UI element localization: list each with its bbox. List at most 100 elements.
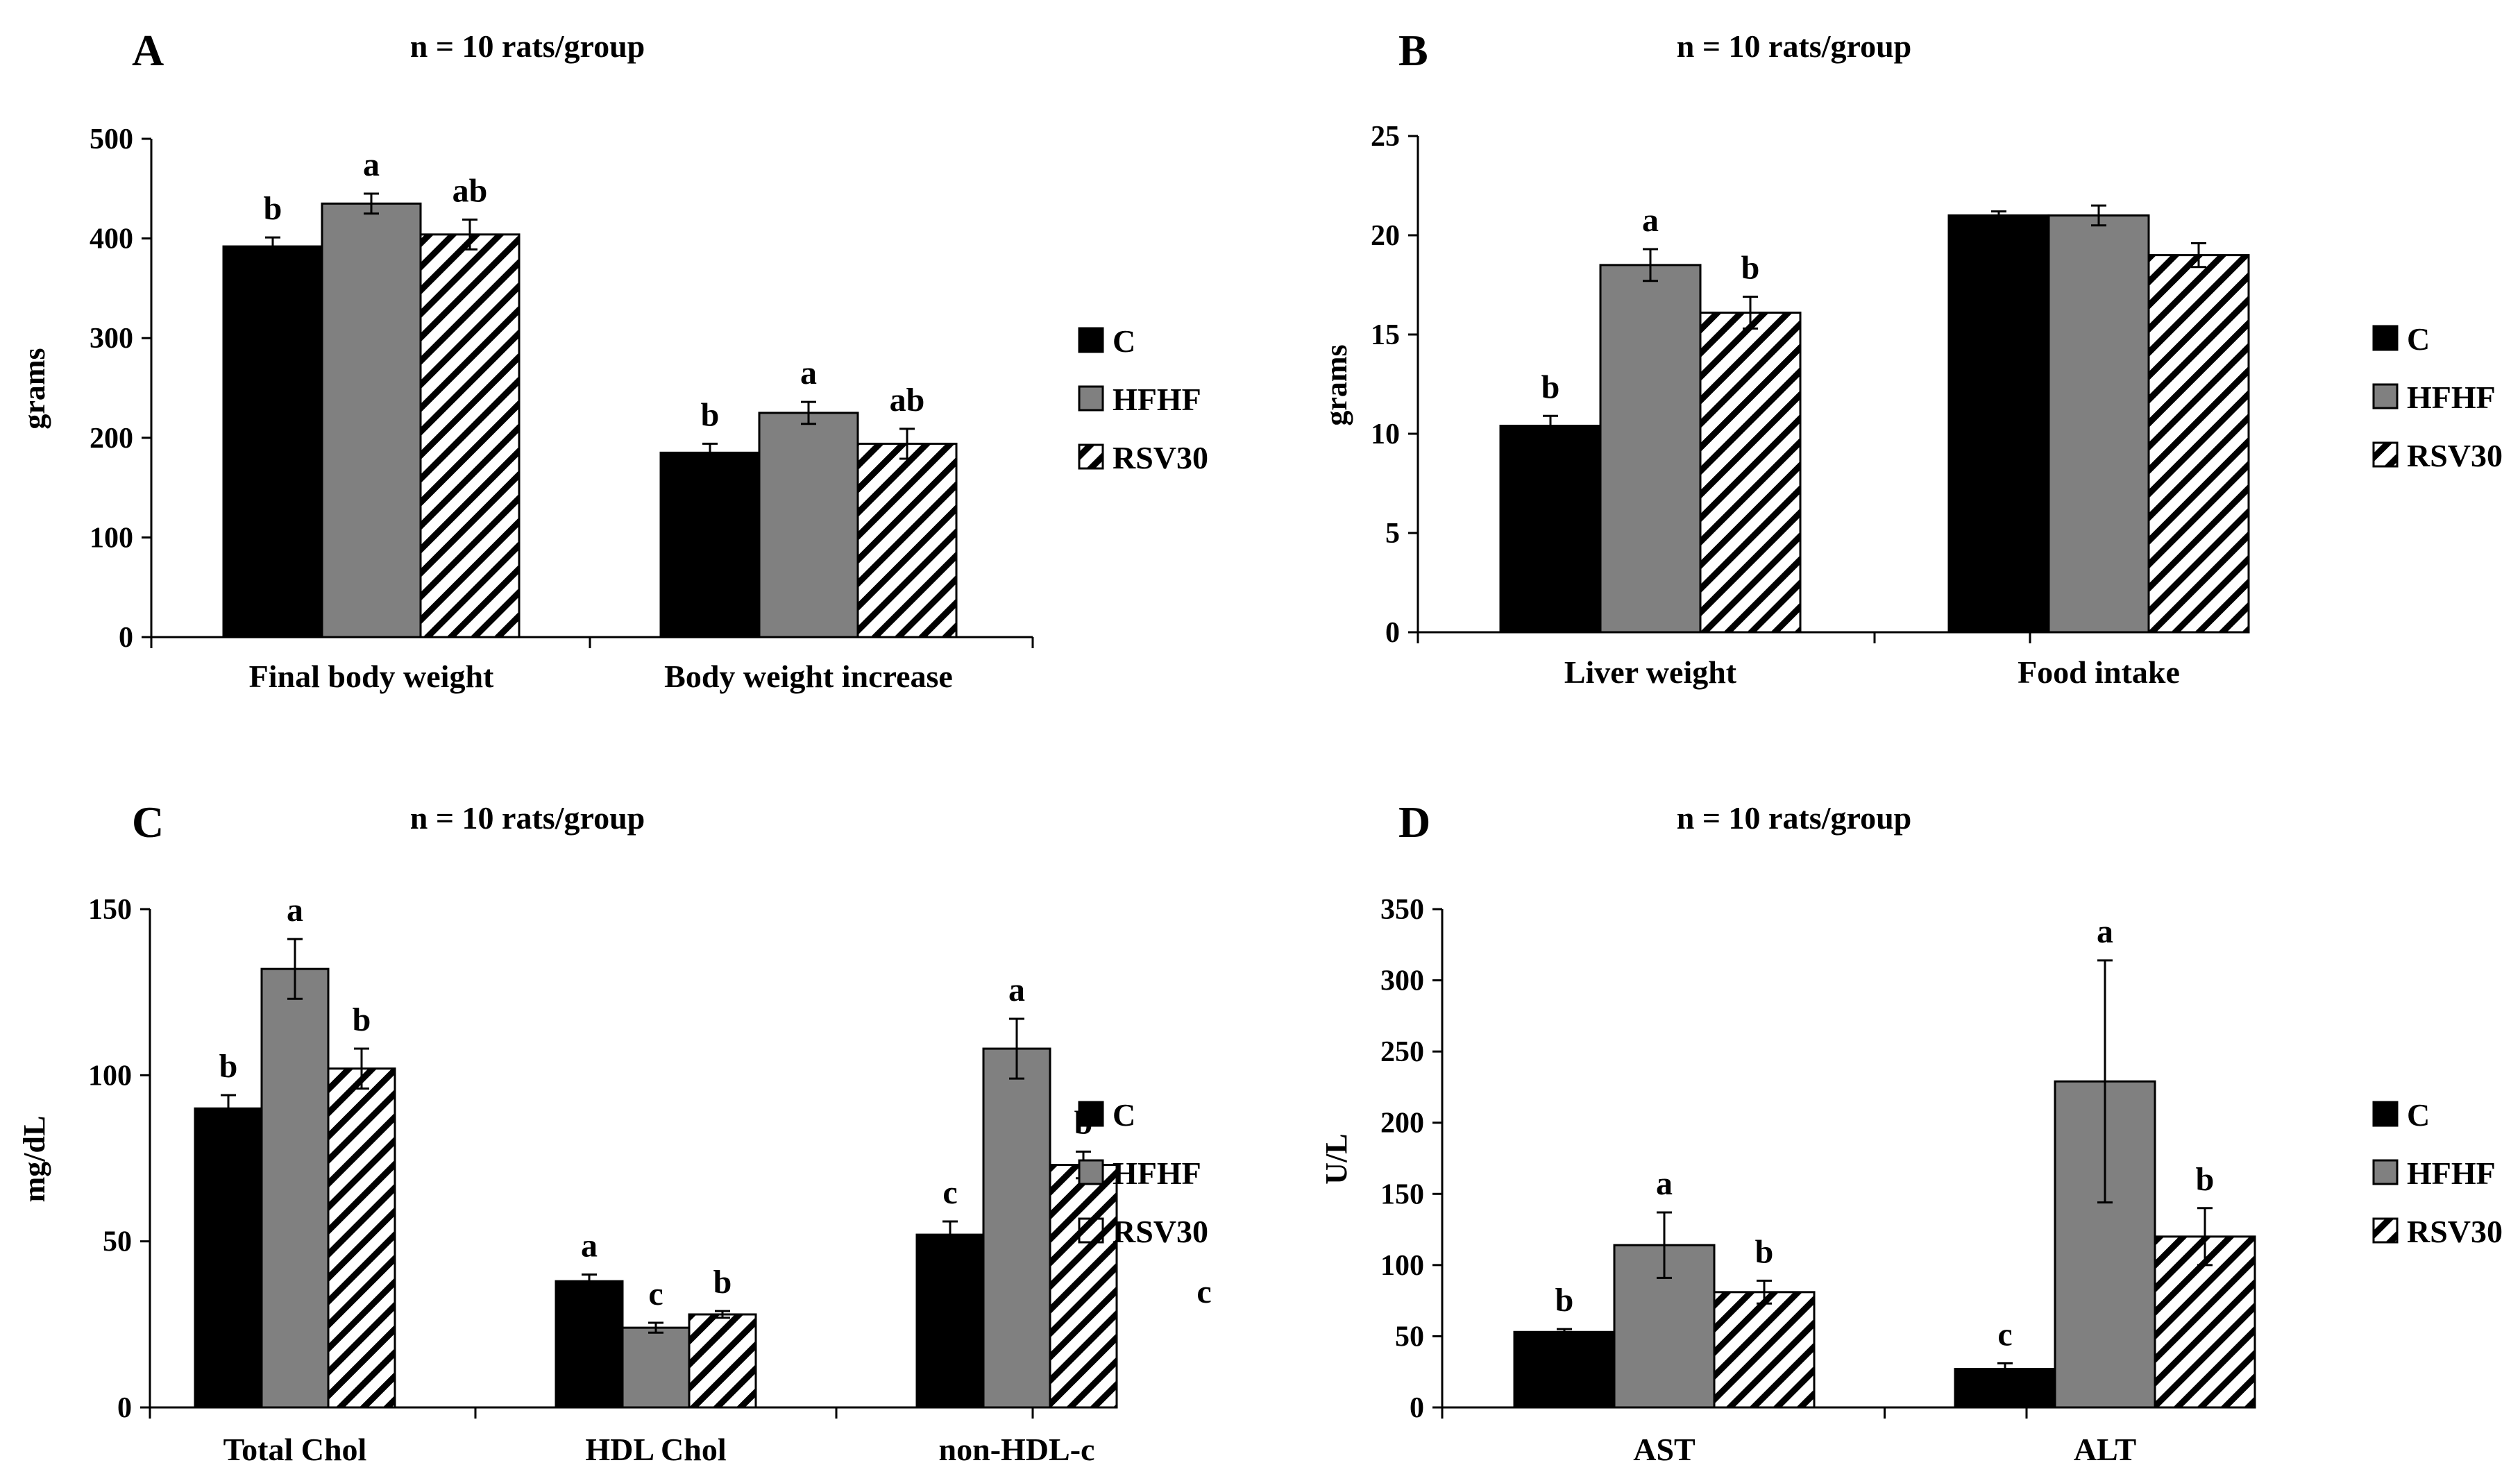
panel-letter: C (132, 797, 164, 847)
bar-c-2 (1954, 1368, 2056, 1409)
chart-title: n = 10 rats/group (1677, 800, 1911, 836)
y-tick-label: 25 (1371, 121, 1400, 153)
y-tick-label: 350 (1380, 894, 1424, 926)
y-tick-label: 200 (90, 423, 133, 455)
significance-label: a (800, 355, 817, 391)
legend-swatch-c (1078, 327, 1104, 353)
significance-label: b (713, 1264, 732, 1301)
significance-label: b (1755, 1233, 1774, 1270)
bar-rsv30-2 (2147, 254, 2250, 634)
y-tick-label: 50 (1395, 1321, 1424, 1353)
y-tick-label: 500 (90, 124, 133, 155)
y-axis-label: U/L (1319, 1133, 1353, 1184)
y-tick-label: 150 (88, 894, 132, 926)
legend-label-hfhf: HFHF (2407, 1156, 2496, 1191)
legend-swatch-rsv30 (1078, 1217, 1104, 1244)
bar-c-3 (915, 1233, 985, 1409)
y-tick-label: 300 (90, 323, 133, 355)
legend-label-c: C (2407, 1097, 2430, 1133)
legend-swatch-hfhf (1078, 1159, 1104, 1185)
significance-label: ab (890, 382, 925, 418)
legend-label-hfhf: HFHF (1113, 1156, 1201, 1191)
legend-label-rsv30: RSV30 (1113, 440, 1208, 475)
x-category-label: Body weight increase (664, 659, 953, 694)
x-category-label: Total Chol (223, 1432, 367, 1467)
panel-letter: A (132, 26, 164, 75)
significance-label: b (219, 1048, 238, 1085)
bar-hfhf-3 (982, 1047, 1051, 1409)
stray-significance-label: c (1196, 1273, 1211, 1310)
chart-title: n = 10 rats/group (410, 28, 645, 64)
x-category-label: HDL Chol (585, 1432, 726, 1467)
y-axis-label: mg/dL (17, 1116, 51, 1203)
x-category-label: Food intake (2018, 654, 2180, 690)
legend-label-hfhf: HFHF (2407, 380, 2496, 415)
legend-label-hfhf: HFHF (1113, 382, 1201, 417)
legend-swatch-rsv30 (1078, 443, 1104, 470)
significance-label: a (1656, 1165, 1673, 1202)
significance-label: a (2097, 913, 2113, 950)
significance-label: a (287, 892, 303, 929)
bar-rsv30-1 (327, 1067, 396, 1409)
legend-swatch-c (1078, 1101, 1104, 1127)
bar-rsv30-3 (1049, 1164, 1118, 1409)
bar-c-2 (1947, 214, 2050, 634)
bar-hfhf-1 (1599, 264, 1702, 634)
significance-label: b (1741, 250, 1760, 287)
significance-label: b (1541, 369, 1560, 405)
significance-label: b (1555, 1282, 1574, 1319)
chart-title: n = 10 rats/group (1677, 28, 1911, 64)
y-tick-label: 200 (1380, 1108, 1424, 1140)
significance-label: c (942, 1174, 957, 1211)
legend-label-rsv30: RSV30 (1113, 1214, 1208, 1249)
legend-swatch-hfhf (2372, 383, 2399, 409)
x-category-label: Final body weight (249, 659, 494, 694)
panel-letter: B (1398, 26, 1428, 75)
significance-label: b (2196, 1161, 2215, 1198)
y-tick-label: 300 (1380, 965, 1424, 997)
legend-swatch-hfhf (2372, 1159, 2399, 1185)
panel-letter: D (1398, 797, 1430, 847)
x-category-label: ALT (2074, 1432, 2136, 1467)
legend-label-rsv30: RSV30 (2407, 1214, 2503, 1249)
chart-title: n = 10 rats/group (410, 800, 645, 836)
bar-hfhf-1 (321, 202, 422, 638)
legend-label-c: C (1113, 323, 1135, 359)
legend-swatch-c (2372, 1101, 2399, 1127)
bar-hfhf-1 (260, 967, 330, 1409)
bar-c-2 (555, 1280, 624, 1409)
y-tick-label: 150 (1380, 1178, 1424, 1210)
y-axis-label: grams (1319, 344, 1353, 425)
bar-rsv30-2 (856, 442, 958, 638)
y-tick-label: 0 (119, 622, 133, 654)
y-tick-label: 10 (1371, 418, 1400, 450)
bar-c-2 (659, 451, 761, 638)
legend-label-rsv30: RSV30 (2407, 438, 2503, 473)
significance-label: a (581, 1228, 598, 1264)
bar-rsv30-1 (1699, 312, 1802, 634)
x-category-label: Liver weight (1564, 654, 1737, 690)
bar-c-1 (222, 245, 323, 638)
bar-hfhf-2 (758, 412, 859, 638)
y-tick-label: 15 (1371, 319, 1400, 351)
bar-c-1 (194, 1107, 263, 1409)
bar-rsv30-1 (1713, 1291, 1816, 1409)
bar-c-1 (1513, 1330, 1616, 1409)
bar-rsv30-1 (419, 233, 521, 638)
y-tick-label: 0 (117, 1392, 132, 1424)
significance-label: c (648, 1276, 663, 1312)
y-tick-label: 0 (1410, 1392, 1424, 1424)
significance-label: a (1008, 972, 1025, 1008)
legend-swatch-rsv30 (2372, 441, 2399, 468)
legend-swatch-rsv30 (2372, 1217, 2399, 1244)
significance-label: b (701, 396, 720, 433)
significance-label: b (353, 1001, 371, 1038)
y-tick-label: 250 (1380, 1036, 1424, 1068)
legend-label-c: C (2407, 321, 2430, 357)
legend-label-c: C (1113, 1097, 1135, 1133)
